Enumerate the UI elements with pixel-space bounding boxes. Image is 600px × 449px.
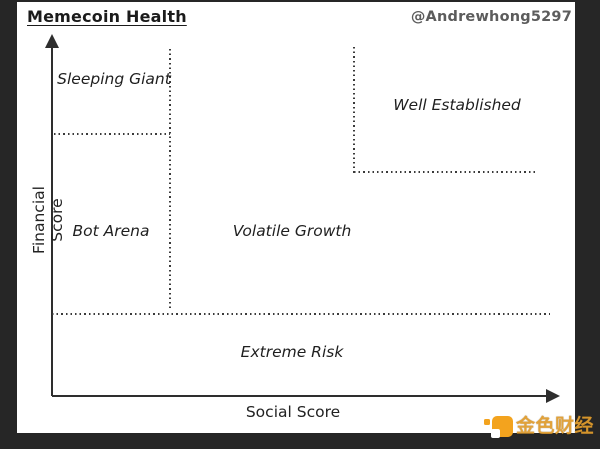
author-handle: @Andrewhong5297 <box>410 9 572 25</box>
chart-title: Memecoin Health <box>27 7 187 26</box>
y-axis-arrowhead-icon <box>45 34 59 48</box>
watermark: 金色财经 <box>483 414 594 440</box>
y-axis-line <box>51 44 53 396</box>
boundary-sleeping-giant-right <box>169 49 171 310</box>
logo-dot <box>484 419 490 425</box>
x-axis-arrowhead-icon <box>546 389 560 403</box>
x-axis-line <box>52 395 548 397</box>
logo-square <box>491 416 513 438</box>
boundary-sleeping-giant-bottom <box>54 133 170 135</box>
y-axis-label: Financial Score <box>30 186 66 254</box>
boundary-well-established-left <box>353 47 355 173</box>
boundary-extreme-risk-top <box>52 313 550 315</box>
region-label-well-established: Well Established <box>393 96 521 114</box>
x-axis-label: Social Score <box>245 403 341 421</box>
watermark-text: 金色财经 <box>516 415 595 437</box>
region-label-extreme-risk: Extreme Risk <box>240 343 344 361</box>
region-label-bot-arena: Bot Arena <box>72 222 150 240</box>
logo-notch <box>491 429 500 438</box>
boundary-well-established-bottom <box>354 171 538 173</box>
region-label-volatile-growth: Volatile Growth <box>232 222 352 240</box>
chart-canvas <box>17 2 575 433</box>
region-label-sleeping-giant: Sleeping Giant <box>57 70 171 88</box>
jinse-finance-logo-icon <box>483 414 513 440</box>
